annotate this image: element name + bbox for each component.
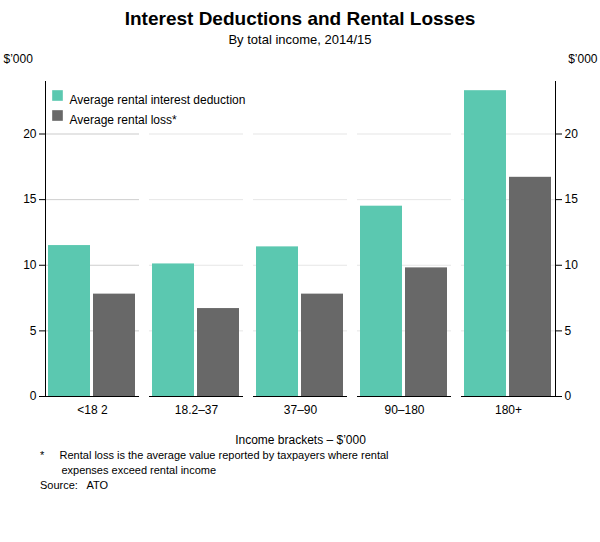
svg-text:$’000: $’000 <box>4 52 34 66</box>
html-text:expenses exceed rental income: expenses exceed rental income <box>40 464 217 476</box>
svg-text:15: 15 <box>23 192 37 206</box>
svg-text:18.2–37: 18.2–37 <box>175 403 219 417</box>
svg-text:<18 2: <18 2 <box>77 403 108 417</box>
svg-text:15: 15 <box>565 192 579 206</box>
svg-text:Average rental interest deduct: Average rental interest deduction <box>70 93 246 107</box>
svg-text:5: 5 <box>565 324 572 338</box>
svg-text:37–90: 37–90 <box>284 403 318 417</box>
svg-text:180+: 180+ <box>495 403 522 417</box>
svg-text:20: 20 <box>23 127 37 141</box>
svg-text:Income brackets – $’000: Income brackets – $’000 <box>235 433 366 447</box>
svg-text:90–180: 90–180 <box>384 403 424 417</box>
svg-text:20: 20 <box>565 127 579 141</box>
svg-text:0: 0 <box>30 389 37 403</box>
html-text:Source: ATO: Source: ATO <box>40 479 109 491</box>
svg-text:$’000: $’000 <box>568 52 598 66</box>
svg-text:Average rental loss*: Average rental loss* <box>70 113 178 127</box>
svg-text:5: 5 <box>30 324 37 338</box>
svg-text:0: 0 <box>565 389 572 403</box>
html-text:Interest Deductions and Rental: Interest Deductions and Rental Losses <box>124 8 476 29</box>
svg-text:10: 10 <box>23 258 37 272</box>
svg-text:10: 10 <box>565 258 579 272</box>
html-text:* Rental loss is the average v: * Rental loss is the average value repor… <box>40 449 389 461</box>
html-text:By total income, 2014/15: By total income, 2014/15 <box>228 32 372 47</box>
